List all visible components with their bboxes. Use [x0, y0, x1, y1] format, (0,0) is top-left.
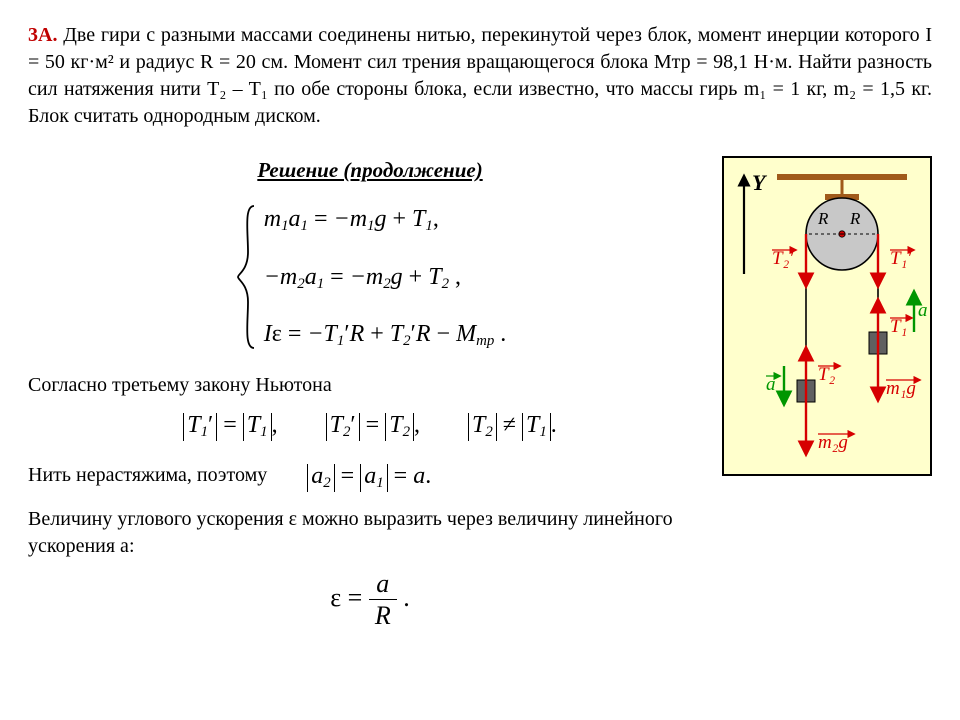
problem-text: Две гири с разными массами соединены нит… — [28, 24, 932, 127]
equation-1: m1a1 = −m1g + T1, — [264, 203, 507, 236]
svg-text:T₁′: T₁′ — [890, 248, 912, 269]
equation-3: Iε = −T1′R + T2′R − Mтр . — [264, 318, 507, 351]
svg-text:T₂: T₂ — [818, 364, 836, 385]
svg-text:R: R — [849, 209, 861, 228]
equation-system: m1a1 = −m1g + T1, −m2a1 = −m2g + T2 , Iε… — [28, 202, 712, 352]
svg-text:a: a — [766, 374, 776, 395]
acceleration-magnitudes: a2 = a1 = a. — [307, 460, 431, 492]
pulley-figure: Y R R — [722, 156, 932, 476]
svg-text:T₂′: T₂′ — [772, 248, 794, 269]
svg-text:R: R — [817, 209, 829, 228]
svg-text:a: a — [918, 300, 928, 321]
rope-text: Нить нерастяжима, поэтому — [28, 462, 267, 489]
left-brace-icon — [234, 202, 258, 352]
newton-text: Согласно третьему закону Ньютона — [28, 372, 712, 399]
equation-2: −m2a1 = −m2g + T2 , — [264, 261, 507, 294]
problem-label: 3А. — [28, 24, 57, 46]
problem-statement: 3А. Две гири с разными массами соединены… — [28, 22, 932, 130]
svg-text:m₁g: m₁g — [886, 378, 916, 399]
fraction-denominator: R — [369, 599, 397, 629]
tension-magnitudes: T1′ = T1, T2′ = T2, T2 ≠ T1. — [28, 409, 712, 441]
epsilon-equation: ε = a R . — [28, 570, 712, 630]
svg-text:m₂g: m₂g — [818, 432, 848, 453]
angular-text: Величину углового ускорения ε можно выра… — [28, 506, 712, 560]
solution-heading: Решение (продолжение) — [28, 156, 712, 184]
fraction-numerator: a — [369, 570, 397, 599]
svg-text:T₁: T₁ — [890, 316, 907, 337]
